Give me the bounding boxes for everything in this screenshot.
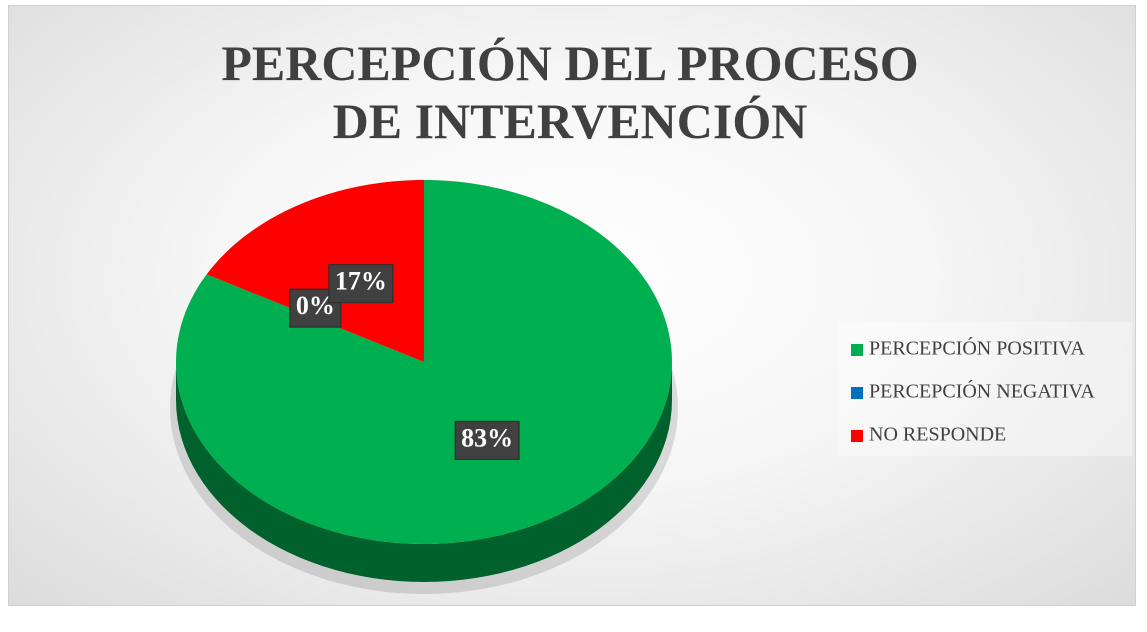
legend-swatch [851, 344, 863, 356]
data-label-box [289, 288, 342, 328]
legend-box [838, 322, 1132, 456]
legend-label: PERCEPCIÓN NEGATIVA [869, 379, 1095, 403]
data-label-group: 83% [454, 420, 520, 460]
legend-swatch [851, 387, 863, 399]
data-label: 0% [296, 291, 335, 320]
legend-label: NO RESPONDE [869, 424, 1006, 446]
pie-side [176, 362, 672, 582]
data-label-group: 0% [289, 288, 342, 328]
data-label: 17% [335, 267, 387, 296]
data-label: 83% [461, 423, 513, 452]
legend-swatch [851, 430, 863, 442]
data-label-box [454, 420, 520, 460]
legend-label: PERCEPCIÓN POSITIVA [869, 336, 1085, 360]
chart-title: PERCEPCIÓN DEL PROCESO DE INTERVENCIÓN [221, 35, 919, 149]
data-label-group: 17% [328, 264, 394, 304]
pie-slice [206, 180, 424, 362]
pie-slice [176, 180, 672, 544]
data-label-box [328, 264, 394, 304]
